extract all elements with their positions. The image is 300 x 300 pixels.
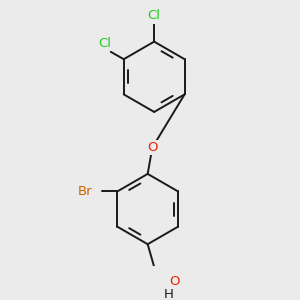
Text: Cl: Cl [148, 9, 161, 22]
Text: Cl: Cl [98, 37, 111, 50]
Text: Br: Br [78, 185, 92, 198]
Text: O: O [147, 141, 158, 154]
Text: H: H [164, 288, 174, 300]
Text: O: O [169, 275, 179, 288]
